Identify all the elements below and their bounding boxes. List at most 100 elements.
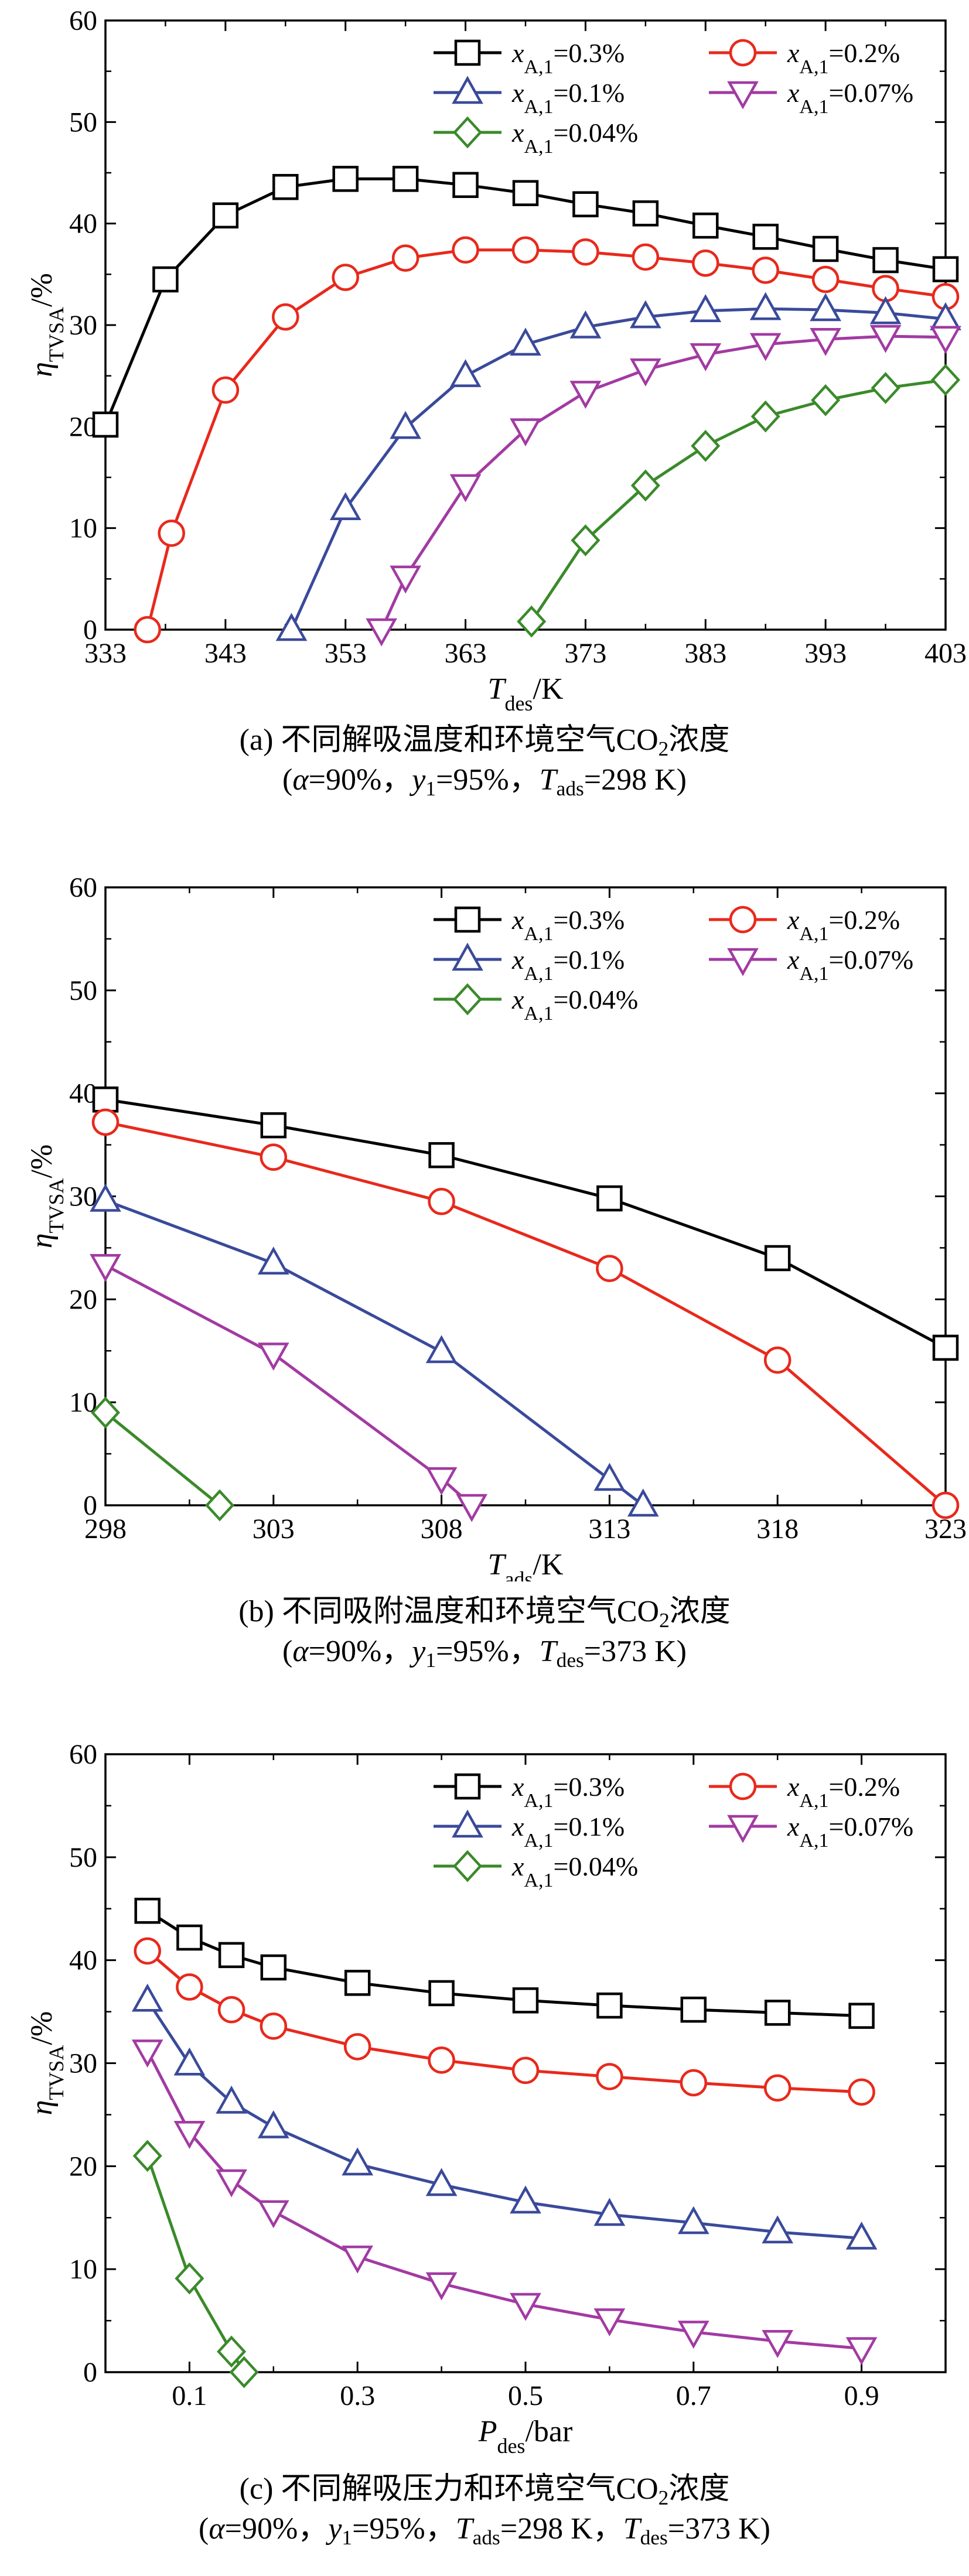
legend-label-sub: A,1 xyxy=(524,1003,553,1024)
y-axis-title: ηTVSA/% xyxy=(25,2011,68,2116)
y-tick-label: 20 xyxy=(69,1284,97,1315)
legend-label: xA,1=0.3% xyxy=(511,38,625,78)
data-point-3 xyxy=(810,328,841,356)
series-line-3 xyxy=(146,2050,862,2350)
data-point-0 xyxy=(932,1334,959,1361)
x-axis-title-part: P xyxy=(478,2415,497,2448)
cond-val: =298 K xyxy=(584,763,677,797)
cond-sym: α xyxy=(292,763,309,797)
data-point-1 xyxy=(692,250,719,277)
data-point-2 xyxy=(593,1463,626,1491)
cond-sym: T xyxy=(623,2512,640,2546)
legend-marker xyxy=(727,1815,759,1843)
chart-a-caption-pre: (a) 不同解吸温度和环境空气CO xyxy=(239,723,658,757)
data-point-1 xyxy=(134,1937,161,1965)
y-tick-label: 50 xyxy=(69,107,97,138)
legend-label-val: =0.2% xyxy=(828,38,900,68)
data-point-2 xyxy=(257,2110,289,2138)
legend-label: xA,1=0.2% xyxy=(787,905,900,945)
series-line-4 xyxy=(146,2155,245,2373)
legend-marker xyxy=(452,1850,483,1883)
x-axis-title-part: T xyxy=(488,1548,507,1581)
chart-b-conditions: (α=90%，y1=95%，Tdes=373 K) xyxy=(0,1633,969,1679)
data-point-2 xyxy=(90,1183,121,1212)
series-2 xyxy=(131,1983,878,2250)
legend-entry-2: xA,1=0.1% xyxy=(434,1809,625,1851)
legend-marker xyxy=(454,39,481,66)
data-point-1 xyxy=(272,303,299,331)
legend-entry-0: xA,1=0.3% xyxy=(434,905,625,945)
legend-label-val: =0.07% xyxy=(828,1812,913,1842)
cond-val: =298 K， xyxy=(500,2512,623,2546)
cond-val: =90%， xyxy=(224,2512,329,2546)
data-point-3 xyxy=(677,2321,709,2349)
y-axis-title-part: TVSA xyxy=(45,307,68,362)
y-axis-title: ηTVSA/% xyxy=(25,273,68,377)
legend-label: xA,1=0.2% xyxy=(787,38,900,78)
data-point-0 xyxy=(260,1112,287,1139)
data-point-2 xyxy=(690,294,722,322)
legend-label-val: =0.04% xyxy=(553,1851,638,1881)
y-tick-label: 50 xyxy=(69,975,97,1006)
legend-label-var: x xyxy=(511,78,524,108)
legend-label-var: x xyxy=(787,38,800,68)
data-point-0 xyxy=(428,1980,455,2007)
paren-open: ( xyxy=(199,2512,209,2546)
data-point-2 xyxy=(216,2085,247,2114)
data-point-0 xyxy=(92,1086,119,1113)
cond-sub: ads xyxy=(556,776,584,800)
legend-marker xyxy=(454,1773,481,1800)
legend-label: xA,1=0.04% xyxy=(511,1851,638,1891)
data-point-0 xyxy=(872,247,899,274)
cond-val: =373 K xyxy=(584,1635,677,1668)
series-line-1 xyxy=(146,1949,862,2094)
legend-marker xyxy=(452,983,483,1016)
data-point-2 xyxy=(749,292,782,320)
legend-label-sub: A,1 xyxy=(524,963,553,985)
series-line-0 xyxy=(105,1098,947,1350)
data-point-3 xyxy=(257,1342,289,1371)
data-point-0 xyxy=(764,1245,791,1272)
legend-label-var: x xyxy=(511,118,524,148)
legend-label-sub: A,1 xyxy=(799,923,828,945)
legend-label-sub: A,1 xyxy=(799,96,828,118)
data-point-1 xyxy=(158,520,185,547)
data-point-0 xyxy=(764,2000,791,2026)
legend-label: xA,1=0.07% xyxy=(787,78,913,118)
data-point-0 xyxy=(848,2003,875,2029)
legend-label-var: x xyxy=(787,78,800,108)
data-point-1 xyxy=(763,2074,791,2102)
chart-a-caption-post: 浓度 xyxy=(668,723,730,757)
series-line-2 xyxy=(290,307,946,631)
data-point-2 xyxy=(510,327,541,356)
data-point-1 xyxy=(511,236,540,264)
data-point-1 xyxy=(811,265,840,293)
data-point-1 xyxy=(391,244,419,272)
chart-c-caption-pre: (c) 不同解吸压力和环境空气CO xyxy=(239,2472,658,2506)
chart-a-conditions: (α=90%，y1=95%，Tads=298 K) xyxy=(0,761,969,807)
legend-label: xA,1=0.2% xyxy=(787,1772,900,1812)
legend-label-var: x xyxy=(511,985,524,1014)
legend-entry-3: xA,1=0.07% xyxy=(709,78,913,118)
y-tick-label: 40 xyxy=(69,1945,97,1976)
y-axis-title-part: η xyxy=(25,2100,59,2115)
chart-c-caption-sub: 2 xyxy=(658,2485,669,2509)
data-point-3 xyxy=(869,324,902,353)
y-tick-label: 0 xyxy=(83,1490,97,1521)
data-point-1 xyxy=(932,1491,960,1519)
series-4 xyxy=(517,364,961,638)
cond-sym: T xyxy=(539,763,557,797)
series-0 xyxy=(92,1086,959,1361)
series-1 xyxy=(134,1937,875,2106)
data-point-4 xyxy=(90,1396,121,1429)
data-point-2 xyxy=(329,492,361,520)
legend-entry-4: xA,1=0.04% xyxy=(434,1850,638,1891)
data-point-3 xyxy=(425,2272,458,2301)
x-tick-label: 363 xyxy=(445,638,487,669)
x-axis-title-part: /bar xyxy=(525,2415,572,2448)
data-point-1 xyxy=(848,2078,875,2106)
data-point-0 xyxy=(692,212,719,239)
series-line-0 xyxy=(146,1909,862,2018)
legend-marker xyxy=(452,1809,483,1838)
chart-a-caption-sub: 2 xyxy=(658,736,669,760)
